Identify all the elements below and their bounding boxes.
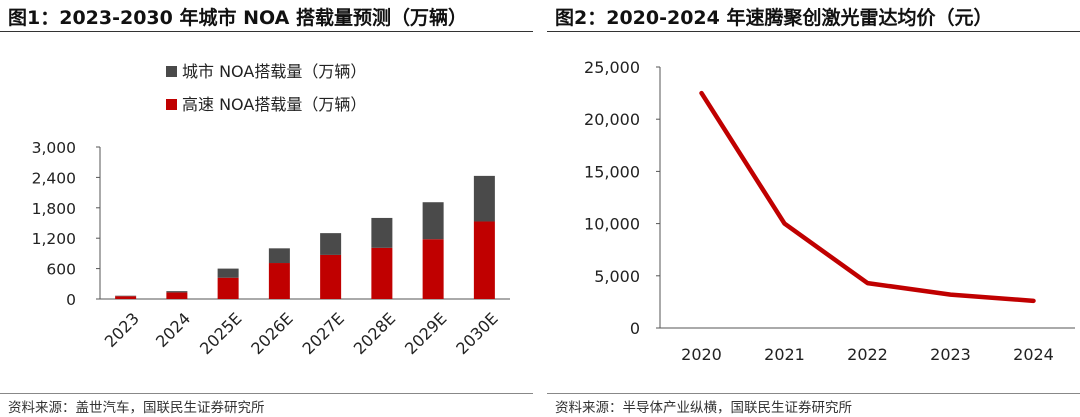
x-tick-label: 2028E [350, 309, 399, 358]
bar-segment [371, 247, 393, 299]
x-tick-label: 2030E [452, 309, 501, 358]
bar-segment [371, 217, 393, 248]
bar-segment [115, 296, 137, 299]
x-tick-label: 2023 [930, 345, 971, 364]
bar-segment [166, 292, 188, 299]
legend-label: 高速 NOA搭载量（万辆） [182, 95, 366, 114]
y-tick-label: 0 [66, 291, 76, 309]
y-tick-label: 5,000 [594, 267, 640, 286]
bar-segment [473, 221, 495, 299]
y-tick-label: 10,000 [584, 215, 640, 234]
chart-panel-1: 图1：2023-2030 年城市 NOA 搭载量预测（万辆） 0 600 1,200… [0, 0, 533, 417]
legend-label: 城市 NOA搭载量（万辆） [182, 62, 366, 81]
title-divider [547, 31, 1080, 32]
x-tick-label: 2020 [681, 345, 722, 364]
bar-segment [217, 277, 239, 299]
chart-title: 图2：2020-2024 年速腾聚创激光雷达均价（元） [555, 7, 993, 29]
bar-segment [422, 239, 444, 299]
bar-segment [320, 254, 342, 299]
x-tick-label: 2026E [247, 309, 296, 358]
x-tick-label: 2029E [401, 309, 450, 358]
x-tick-label: 2024 [152, 309, 194, 351]
legend-swatch [166, 66, 177, 77]
source-divider [547, 393, 1080, 394]
y-tick-label: 0 [630, 319, 640, 338]
y-tick-label: 25,000 [584, 58, 640, 77]
x-tick-label: 2022 [847, 345, 888, 364]
bar-segment [473, 175, 495, 222]
x-tick-label: 2025E [196, 309, 245, 358]
y-tick-label: 1,200 [32, 230, 76, 248]
x-tick-label: 2024 [1013, 345, 1054, 364]
bar-segment [320, 233, 342, 255]
bar-segment [115, 295, 137, 297]
legend-swatch [166, 99, 177, 110]
bar-segment [268, 248, 290, 264]
source-divider [0, 393, 533, 394]
x-tick-label: 2023 [101, 309, 143, 351]
line-chart: 0 5,000 10,000 15,000 20,000 25,000 2020 2021 20… [584, 58, 1075, 364]
y-tick-label: 1,800 [32, 200, 76, 218]
bar-segment [268, 263, 290, 299]
y-tick-label: 2,400 [32, 169, 76, 187]
y-tick-label: 15,000 [584, 162, 640, 181]
y-tick-label: 3,000 [32, 139, 76, 157]
chart-panel-2: 图2：2020-2024 年速腾聚创激光雷达均价（元） 0 5,000 10,000… [547, 0, 1080, 417]
bar-segment [166, 291, 188, 293]
source-note: 资料来源：盖世汽车，国联民生证券研究所 [8, 400, 265, 416]
series-line [699, 90, 1036, 304]
y-tick-label: 20,000 [584, 110, 640, 129]
y-tick-label: 600 [46, 261, 76, 279]
source-note: 资料来源：半导体产业纵横，国联民生证券研究所 [555, 400, 852, 416]
chart-title: 图1：2023-2030 年城市 NOA 搭载量预测（万辆） [8, 7, 467, 29]
x-tick-label: 2027E [299, 309, 348, 358]
bar-segment [422, 202, 444, 240]
title-divider [0, 31, 533, 32]
bar-segment [217, 268, 239, 278]
x-tick-label: 2021 [764, 345, 805, 364]
